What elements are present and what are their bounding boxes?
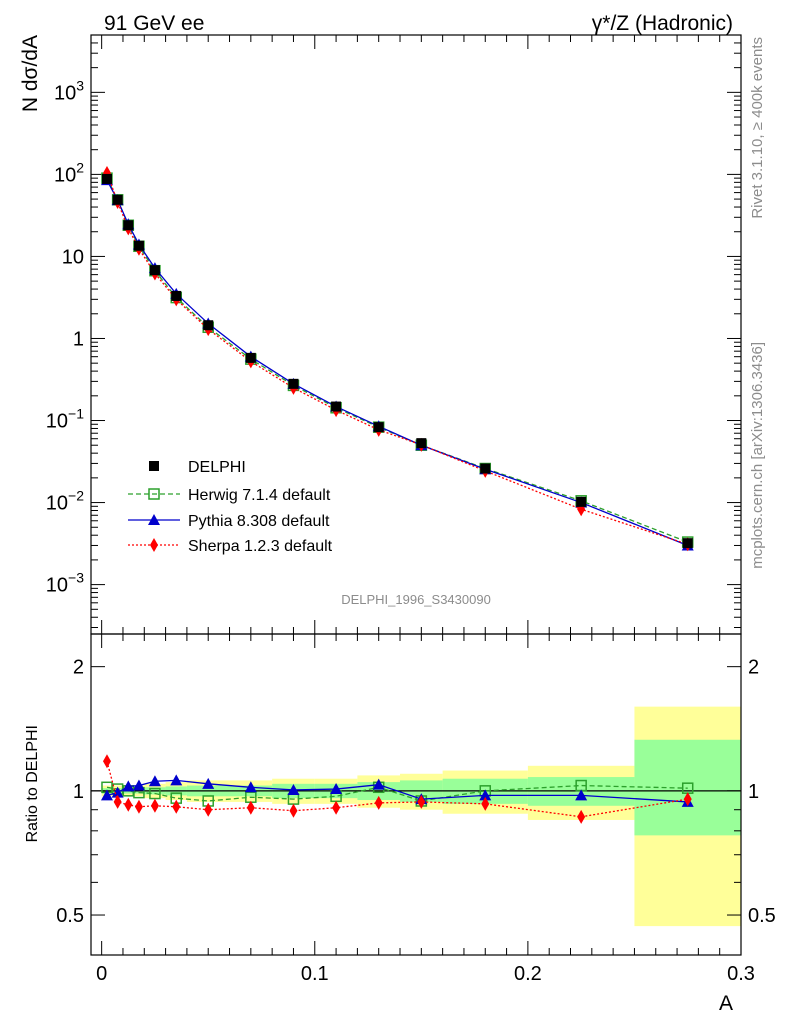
y-tick-label: 10 — [62, 246, 84, 268]
rivet-side-text: Rivet 3.1.10, ≥ 400k events — [749, 37, 766, 219]
sherpa-ratio-point — [102, 754, 111, 769]
data-point — [288, 378, 299, 389]
sherpa-ratio-point — [289, 803, 298, 818]
pythia-ratio-point — [170, 774, 183, 786]
y-tick-label: 10−3 — [46, 570, 84, 597]
data-point — [149, 265, 160, 276]
data-point — [123, 220, 134, 231]
x-tick-label: 0.3 — [727, 963, 755, 985]
data-point — [373, 422, 384, 433]
herwig-legend-label: Herwig 7.1.4 default — [188, 487, 331, 504]
pythia-ratio-point — [100, 789, 113, 801]
sherpa-ratio-point — [113, 794, 122, 809]
sherpa-ratio-point — [124, 797, 133, 812]
sherpa-ratio-point — [683, 792, 692, 807]
mcplots-side-text: mcplots.cern.ch [arXiv:1306.3436] — [749, 342, 766, 569]
y-tick-label: 10−2 — [46, 488, 84, 515]
sherpa-ratio-point — [246, 800, 255, 815]
pythia-legend-marker — [148, 514, 160, 525]
y-tick-label: 102 — [54, 159, 84, 186]
pythia-ratio-point — [202, 777, 215, 789]
data-point — [203, 320, 214, 331]
pythia-ratio-point — [148, 775, 161, 787]
data-legend-label: DELPHI — [188, 459, 246, 476]
data-point — [101, 173, 112, 184]
main-panel: 10−3 10−2 10−1 1 10 102 103 — [46, 34, 742, 635]
herwig-ratio-line — [106, 784, 688, 802]
ratio-y-tick-label-right: 0.5 — [748, 905, 776, 927]
ratio-ylabel: Ratio to DELPHI — [24, 725, 41, 842]
main-ylabel: N dσ/dA — [19, 35, 42, 112]
ratio-y-tick-label-right: 2 — [748, 657, 759, 679]
data-point — [416, 438, 427, 449]
data-point — [112, 194, 123, 205]
pythia-ratio-point — [330, 783, 343, 795]
x-tick-label: 0.1 — [301, 963, 329, 985]
ratio-y-tick-label: 1 — [73, 781, 84, 803]
data-point — [682, 538, 693, 549]
header-right-text: γ*/Z (Hadronic) — [592, 12, 733, 35]
analysis-id-text: DELPHI_1996_S3430090 — [341, 592, 491, 607]
data-point — [171, 290, 182, 301]
sherpa-ratio-point — [374, 795, 383, 810]
pythia-ratio-point — [122, 780, 135, 792]
y-tick-label: 10−1 — [46, 406, 84, 433]
ratio-y-tick-label: 0.5 — [56, 905, 84, 927]
sherpa-ratio-point — [481, 796, 490, 811]
pythia-ratio-point — [111, 786, 124, 798]
data-point — [480, 463, 491, 474]
y-tick-label: 103 — [54, 77, 84, 104]
pythia-ratio-point — [132, 779, 145, 791]
data-point — [331, 401, 342, 412]
pythia-ratio-point — [244, 781, 257, 793]
sherpa-ratio-point — [417, 794, 426, 809]
data-legend-marker — [149, 461, 159, 471]
pythia-ratio-point — [575, 789, 588, 801]
y-tick-label: 1 — [73, 328, 84, 350]
pythia-ratio-point — [479, 789, 492, 801]
pythia-ratio-point — [287, 783, 300, 795]
herwig-ratio-point — [149, 787, 161, 800]
ratio-panel: 0 0.1 0.2 0.3 0.5 0.5 1 1 2 2 — [56, 633, 776, 985]
ratio-frame — [90, 633, 742, 956]
data-point — [576, 496, 587, 507]
sherpa-ratio-point — [204, 802, 213, 817]
herwig-legend-marker — [148, 488, 160, 500]
ratio-y-tick-label-right: 1 — [748, 781, 759, 803]
legend: DELPHI Herwig 7.1.4 default Pythia 8.308 d… — [128, 459, 333, 555]
sherpa-ratio-point — [172, 799, 181, 814]
sherpa-legend-label: Sherpa 1.2.3 default — [188, 538, 333, 555]
data-point — [245, 352, 256, 363]
sherpa-legend-marker — [150, 538, 158, 552]
sherpa-ratio-point — [332, 800, 341, 815]
header-left-text: 91 GeV ee — [104, 12, 204, 35]
ratio-y-tick-label: 2 — [73, 657, 84, 679]
sherpa-ratio-point — [134, 799, 143, 814]
pythia-legend-label: Pythia 8.308 default — [188, 513, 330, 530]
data-point — [133, 240, 144, 251]
sherpa-ratio-point — [577, 809, 586, 824]
x-tick-label: 0 — [96, 963, 107, 985]
sherpa-ratio-point — [150, 798, 159, 813]
pythia-ratio-point — [372, 778, 385, 790]
x-tick-label: 0.2 — [514, 963, 542, 985]
ratio-xlabel: A — [719, 992, 733, 1015]
